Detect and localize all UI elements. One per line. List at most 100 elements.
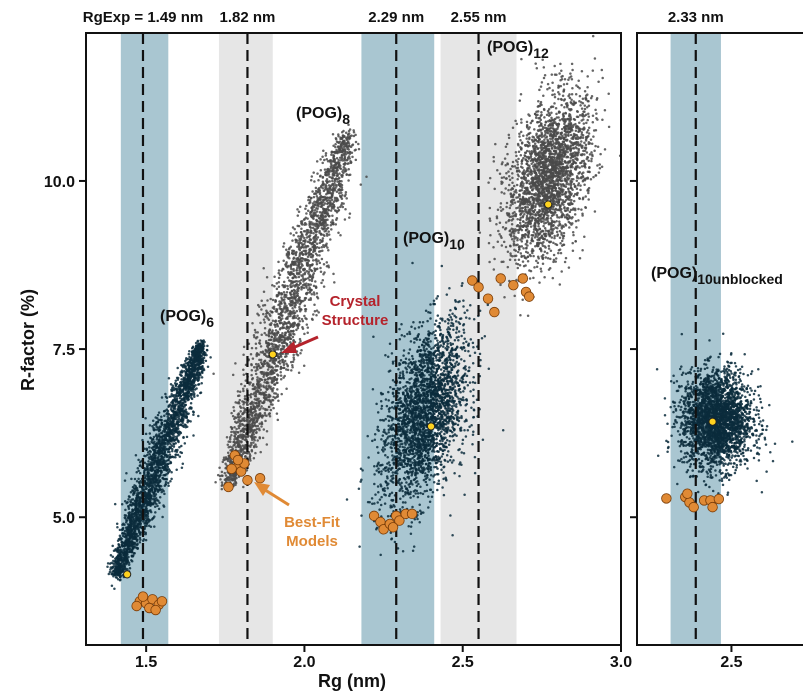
cloud-point <box>291 335 295 339</box>
cloud-point <box>136 510 139 514</box>
cloud-point <box>163 434 166 437</box>
cloud-point <box>181 462 185 466</box>
cloud-point <box>310 175 314 178</box>
cloud-point <box>173 399 177 402</box>
cloud-point <box>324 154 328 157</box>
cloud-point <box>116 572 119 575</box>
cloud-point <box>259 351 263 354</box>
cloud-point <box>257 313 260 317</box>
cloud-point <box>253 424 257 427</box>
cloud-point <box>319 266 322 270</box>
cloud-point <box>313 203 317 207</box>
cloud-point <box>303 296 307 300</box>
cloud-point <box>172 386 175 389</box>
cloud-point <box>268 312 271 316</box>
cloud-point <box>147 494 150 498</box>
cloud-point <box>163 492 166 496</box>
cloud-point <box>261 436 265 440</box>
cloud-point <box>254 346 258 350</box>
cloud-point <box>294 280 298 283</box>
cloud-point <box>145 504 148 507</box>
cloud-point <box>317 205 320 208</box>
cloud-point <box>322 244 325 247</box>
cloud-point <box>191 388 195 391</box>
cloud-point <box>325 196 328 200</box>
cloud-point <box>316 297 320 300</box>
cloud-point <box>334 138 338 141</box>
cloud-point <box>184 362 187 365</box>
cloud-point <box>145 481 149 485</box>
cloud-point <box>151 425 154 428</box>
cloud-point <box>164 392 167 396</box>
cloud-point <box>163 414 166 417</box>
cloud-point <box>251 357 255 360</box>
cloud-point <box>178 400 181 404</box>
cloud-point <box>166 417 170 421</box>
cloud-point <box>265 380 269 384</box>
cloud-point <box>121 532 124 535</box>
cloud-point <box>290 262 293 266</box>
cloud-point <box>295 328 298 332</box>
cloud-point <box>163 484 167 488</box>
cloud-point <box>286 309 290 312</box>
cloud-point <box>279 371 282 374</box>
cloud-point <box>172 388 176 392</box>
cloud-point <box>180 399 183 402</box>
cloud-point <box>330 198 334 202</box>
cloud-point <box>272 395 275 399</box>
cloud-point <box>332 174 336 177</box>
cloud-point <box>293 227 296 231</box>
cloud-point <box>352 131 356 134</box>
cloud-point <box>296 288 299 291</box>
cloud-point <box>235 427 238 431</box>
cloud-point <box>278 300 281 303</box>
cloud-point <box>112 569 115 573</box>
cloud-point <box>328 175 331 179</box>
cloud-point <box>117 554 121 558</box>
cloud-point <box>285 293 288 297</box>
cloud-point <box>146 453 149 457</box>
cloud-point <box>307 259 311 263</box>
cloud-point <box>201 345 205 348</box>
cloud-point <box>116 578 120 581</box>
cloud-point <box>333 205 336 208</box>
cloud-point <box>324 173 327 177</box>
cloud-point <box>127 517 131 520</box>
cloud-point <box>342 129 345 133</box>
cloud-point <box>124 542 127 546</box>
cloud-point <box>233 426 236 429</box>
cloud-point <box>144 495 148 498</box>
cloud-point <box>154 478 158 482</box>
cloud-point <box>151 483 154 486</box>
cloud-point <box>251 376 255 380</box>
cloud-point <box>127 542 130 546</box>
cloud-point <box>196 368 199 371</box>
cloud-point <box>165 408 169 411</box>
cloud-point <box>282 245 285 248</box>
cloud-point <box>173 435 176 439</box>
cloud-point <box>268 415 272 418</box>
cloud-point <box>254 451 257 455</box>
cloud-point <box>296 256 299 260</box>
cloud-point <box>310 269 314 273</box>
cloud-point <box>202 368 206 372</box>
cloud-point <box>256 376 259 379</box>
cloud-point <box>198 363 201 366</box>
cloud-point <box>282 259 285 262</box>
cloud-point <box>282 242 286 245</box>
cloud-point <box>113 502 117 506</box>
cloud-point <box>160 422 163 426</box>
cloud-point <box>137 523 140 526</box>
cloud-point <box>148 489 152 493</box>
cloud-point <box>300 300 303 304</box>
cloud-point <box>288 256 291 260</box>
cloud-point <box>177 404 181 408</box>
cloud-point <box>117 542 120 546</box>
cloud-point <box>285 387 288 391</box>
cloud-point <box>303 332 306 336</box>
cloud-point <box>257 382 260 385</box>
cloud-point <box>122 522 125 525</box>
cloud-point <box>277 312 280 316</box>
cloud-point <box>153 466 157 469</box>
cloud-point <box>297 210 301 214</box>
